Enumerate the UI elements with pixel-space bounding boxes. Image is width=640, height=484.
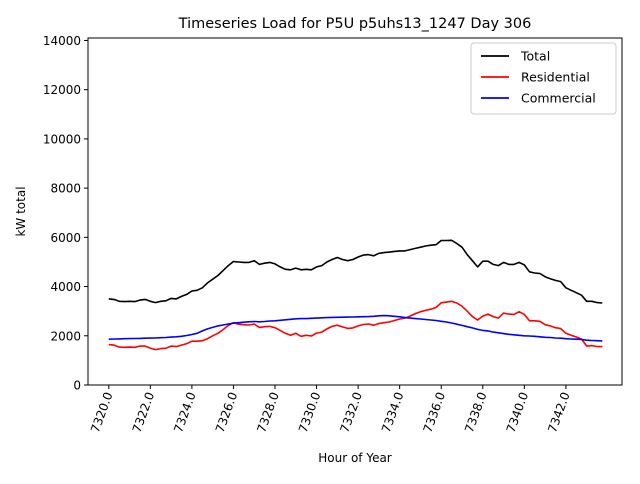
legend: Total Residential Commercial (470, 42, 617, 115)
x-tick-label: 7342.0 (545, 390, 573, 434)
x-tick-label: 7328.0 (254, 390, 282, 434)
x-axis-label: Hour of Year (318, 451, 392, 465)
x-tick-label: 7326.0 (213, 390, 241, 434)
axes-frame (87, 37, 623, 386)
x-tick-label: 7330.0 (296, 390, 324, 434)
chart-title: Timeseries Load for P5U p5uhs13_1247 Day… (178, 16, 532, 32)
y-tick-label: 8000 (50, 182, 81, 196)
series-line-commercial (108, 314, 603, 342)
y-tick-label: 6000 (50, 231, 81, 245)
x-tick-label: 7338.0 (462, 390, 490, 434)
x-tick-label: 7340.0 (504, 390, 532, 434)
series-line-total (108, 239, 603, 304)
legend-label-residential: Residential (521, 70, 590, 85)
x-tick-label: 7320.0 (88, 390, 116, 434)
legend-label-commercial: Commercial (521, 91, 596, 106)
y-tick-label: 4000 (50, 280, 81, 294)
y-tick-label: 2000 (50, 329, 81, 343)
y-tick-label: 10000 (43, 132, 81, 146)
y-tick-label: 14000 (43, 34, 81, 48)
x-tick-label: 7324.0 (171, 390, 199, 434)
y-axis-label: kW total (14, 186, 28, 236)
x-tick-label: 7322.0 (130, 390, 158, 434)
series-line-residential (108, 300, 603, 351)
legend-label-total: Total (520, 49, 550, 64)
x-tick-label: 7336.0 (421, 390, 449, 434)
y-tick-label: 0 (73, 379, 81, 393)
x-tick-label: 7332.0 (337, 390, 365, 434)
x-tick-label: 7334.0 (379, 390, 407, 434)
legend-box (470, 42, 617, 115)
y-tick-label: 12000 (43, 83, 81, 97)
